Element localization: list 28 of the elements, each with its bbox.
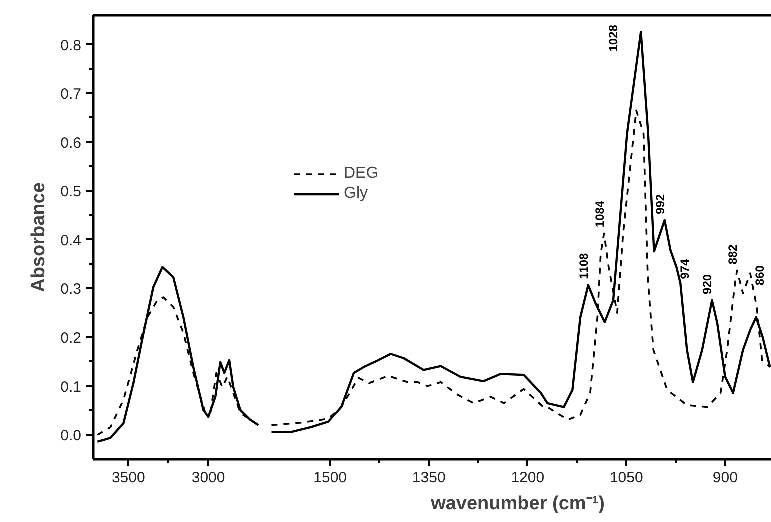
x-tick-label: 900 xyxy=(712,470,738,486)
legend-label: DEG xyxy=(344,165,379,183)
annotation: 1028 xyxy=(606,24,621,52)
legend-label: Gly xyxy=(344,185,368,203)
annotation: 920 xyxy=(700,274,715,294)
x-tick-label: 3000 xyxy=(192,470,226,486)
x-tick-label: 1500 xyxy=(314,470,348,486)
y-tick-label: 0.6 xyxy=(60,134,82,152)
y-tick-label: 0.8 xyxy=(60,37,82,54)
x-tick-label: 3500 xyxy=(112,470,146,486)
annotation: 882 xyxy=(726,244,740,265)
x-tick-label: 1350 xyxy=(412,470,446,486)
y-tick-label: 0.4 xyxy=(60,232,82,250)
x-tick-label: 1200 xyxy=(511,470,545,486)
y-tick-label: 0.0 xyxy=(60,428,82,445)
annotation: 1108 xyxy=(576,252,591,280)
annotation: 974 xyxy=(678,258,692,280)
x-tick-label: 1050 xyxy=(610,470,644,486)
annotation: 860 xyxy=(753,265,768,286)
y-tick-label: 0.5 xyxy=(60,184,82,201)
annotation: 1084 xyxy=(592,200,607,228)
y-tick-label: 0.7 xyxy=(60,86,82,104)
y-tick-label: 0.3 xyxy=(60,281,82,298)
annotation: 992 xyxy=(653,194,668,214)
y-tick-label: 0.2 xyxy=(60,330,82,348)
x-axis-title: wavenumber (cm⁻¹) xyxy=(430,494,605,514)
y-axis-title: Absorbance xyxy=(28,182,50,292)
y-tick-label: 0.1 xyxy=(60,378,82,396)
